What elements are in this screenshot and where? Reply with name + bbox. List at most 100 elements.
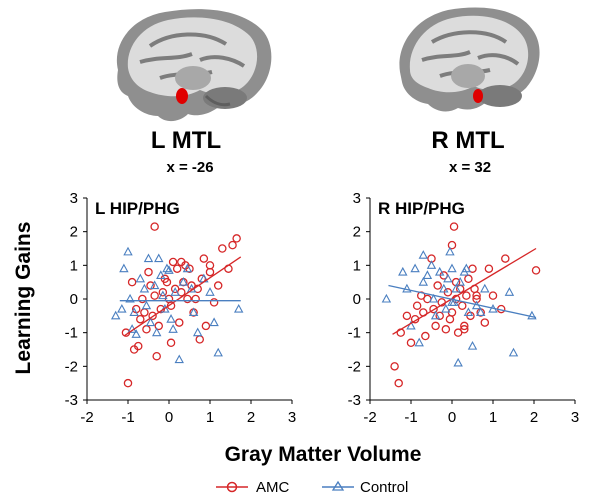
legend-amc-label: AMC <box>256 479 290 496</box>
right-brain-coord: x = 32 <box>449 159 491 176</box>
control-point <box>447 297 457 306</box>
control-point <box>434 266 445 276</box>
control-point <box>430 310 441 320</box>
y-tick-label: 2 <box>70 224 78 241</box>
x-tick-label: 0 <box>165 409 173 426</box>
control-point <box>143 253 154 263</box>
control-point <box>139 283 150 293</box>
legend-amc-marker <box>226 481 238 493</box>
control-point <box>164 265 174 274</box>
panel-title: L HIP/PHG <box>95 199 180 218</box>
control-point <box>192 327 203 337</box>
control-point <box>141 300 152 310</box>
x-axis-title: Gray Matter Volume <box>225 443 422 466</box>
control-point <box>160 303 170 313</box>
amc-fit-line <box>392 247 537 335</box>
control-point <box>463 307 474 317</box>
control-point <box>174 354 184 364</box>
control-point <box>418 250 429 259</box>
left-brain-label: L MTL <box>151 127 221 154</box>
control-point <box>117 303 127 313</box>
amc-point <box>168 257 178 267</box>
amc-point <box>183 294 192 304</box>
control-point <box>410 263 420 273</box>
amc-point <box>462 291 471 300</box>
amc-point <box>402 311 412 321</box>
amc-point <box>213 281 223 290</box>
x-tick-label: 3 <box>571 409 579 426</box>
amc-point <box>435 311 444 321</box>
control-point <box>467 340 478 350</box>
x-tick-label: -1 <box>404 409 417 426</box>
left-roi-marker <box>176 88 188 104</box>
amc-point <box>394 378 403 388</box>
amc-point <box>162 277 172 287</box>
control-point <box>453 357 463 367</box>
y-tick-label: 3 <box>70 190 78 207</box>
amc-point <box>138 294 147 304</box>
amc-point <box>150 291 159 300</box>
control-point <box>508 347 519 357</box>
amc-point <box>172 264 182 273</box>
amc-point <box>158 288 168 297</box>
control-point <box>422 270 433 279</box>
amc-point <box>480 318 490 327</box>
control-fit-line <box>388 284 537 319</box>
amc-point <box>177 257 186 267</box>
left-brain-coord: x = -26 <box>166 159 213 176</box>
control-point <box>119 263 129 273</box>
amc-point <box>531 266 541 275</box>
amc-point <box>146 281 155 290</box>
amc-point <box>144 267 153 277</box>
x-tick-label: 3 <box>288 409 296 426</box>
control-point <box>178 277 189 286</box>
control-point <box>504 287 515 296</box>
control-point <box>445 246 455 256</box>
amc-point <box>228 240 237 250</box>
control-point <box>151 327 162 337</box>
y-tick-label: 1 <box>353 257 361 274</box>
control-point <box>170 287 180 296</box>
control-point <box>205 287 215 296</box>
control-point <box>406 320 416 330</box>
x-tick-label: -2 <box>363 409 376 426</box>
control-point <box>447 263 457 273</box>
amc-point <box>488 291 498 300</box>
amc-point <box>123 378 133 388</box>
amc-point <box>484 264 494 273</box>
control-point <box>439 283 449 293</box>
amc-point <box>142 325 151 334</box>
y-tick-label: 3 <box>353 190 361 207</box>
amc-point <box>406 338 416 348</box>
control-point <box>149 280 160 290</box>
amc-point <box>199 254 209 263</box>
control-point <box>162 263 172 273</box>
y-tick-label: -3 <box>65 392 78 409</box>
amc-point <box>133 341 143 351</box>
control-point <box>209 317 219 327</box>
control-point <box>135 273 146 283</box>
amc-point <box>152 351 161 361</box>
control-point <box>461 263 472 273</box>
control-point <box>426 260 437 269</box>
x-tick-label: -1 <box>121 409 134 426</box>
control-point <box>188 307 199 317</box>
control-point <box>166 314 176 323</box>
y-tick-label: 0 <box>353 291 361 308</box>
amc-point <box>464 274 473 284</box>
control-point <box>156 270 166 279</box>
control-point <box>451 283 461 293</box>
y-tick-label: 2 <box>353 224 361 241</box>
control-point <box>475 307 486 317</box>
amc-point <box>127 277 137 287</box>
amc-point <box>433 281 442 290</box>
amc-point <box>201 321 211 331</box>
control-point <box>428 293 439 303</box>
amc-point <box>429 304 438 314</box>
amc-point <box>441 325 451 334</box>
control-point <box>168 324 178 333</box>
control-point <box>441 303 451 313</box>
control-point <box>233 303 244 313</box>
